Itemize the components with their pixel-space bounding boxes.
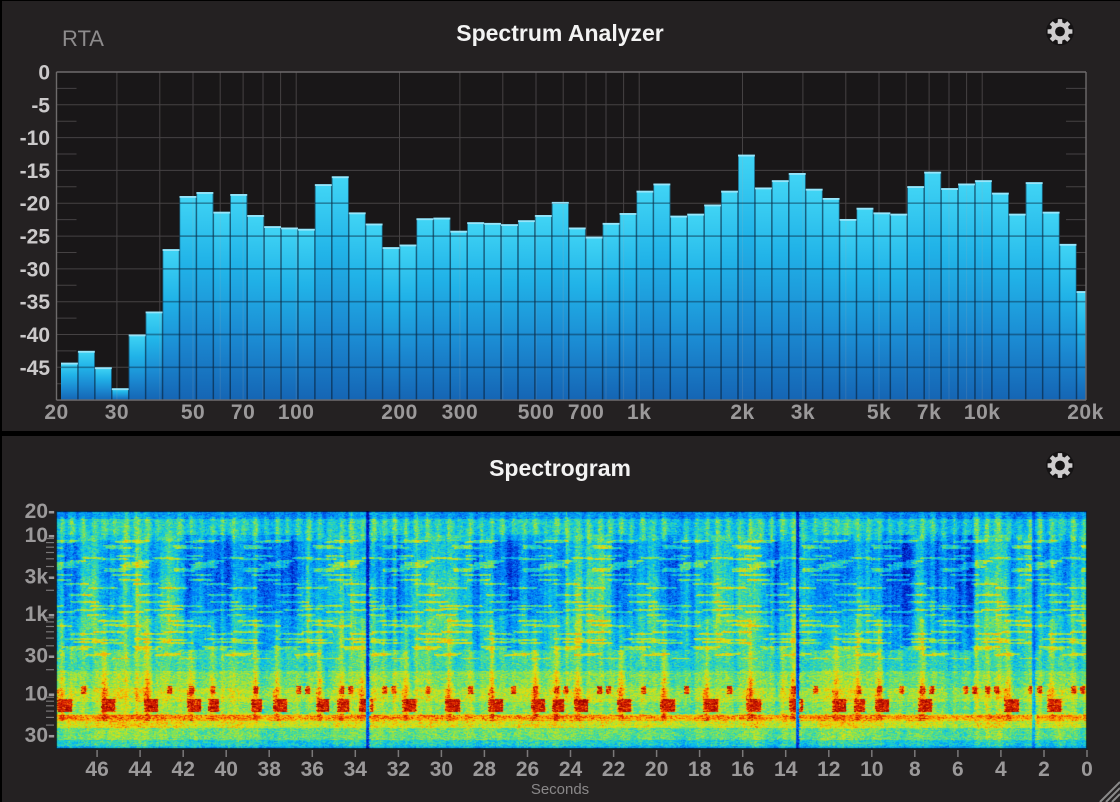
svg-text:-5: -5: [31, 94, 50, 117]
svg-text:20k: 20k: [1067, 401, 1104, 424]
svg-text:36: 36: [301, 758, 324, 781]
svg-text:Seconds: Seconds: [531, 781, 589, 798]
svg-text:0: 0: [38, 62, 50, 85]
svg-text:70: 70: [231, 401, 255, 424]
svg-text:RTA: RTA: [62, 26, 104, 51]
svg-text:30-: 30-: [25, 724, 55, 747]
svg-text:-15: -15: [20, 160, 51, 183]
svg-text:8: 8: [909, 758, 921, 781]
svg-text:700: 700: [568, 401, 605, 424]
svg-text:30: 30: [430, 758, 453, 781]
svg-text:24: 24: [559, 758, 583, 781]
svg-text:20: 20: [645, 758, 668, 781]
svg-text:20: 20: [44, 401, 68, 424]
svg-text:10-: 10-: [25, 683, 55, 706]
svg-text:300: 300: [442, 401, 479, 424]
svg-text:44: 44: [128, 758, 152, 781]
svg-text:42: 42: [172, 758, 195, 781]
svg-text:20-: 20-: [25, 500, 55, 523]
svg-text:40: 40: [215, 758, 238, 781]
svg-text:-30: -30: [20, 258, 50, 281]
svg-text:50: 50: [181, 401, 205, 424]
svg-text:10k: 10k: [964, 401, 1001, 424]
svg-text:500: 500: [518, 401, 555, 424]
svg-text:200: 200: [381, 401, 418, 424]
svg-text:3k-: 3k-: [25, 565, 55, 588]
svg-text:Spectrum Analyzer: Spectrum Analyzer: [456, 20, 664, 46]
svg-text:-10: -10: [20, 127, 50, 150]
svg-text:10-: 10-: [25, 524, 55, 547]
svg-text:18: 18: [688, 758, 712, 781]
svg-text:30-: 30-: [25, 645, 55, 668]
svg-text:6: 6: [952, 758, 964, 781]
svg-text:34: 34: [344, 758, 368, 781]
svg-text:28: 28: [473, 758, 497, 781]
svg-text:12: 12: [817, 758, 840, 781]
svg-text:-40: -40: [20, 324, 50, 347]
svg-text:5k: 5k: [867, 401, 891, 424]
svg-text:26: 26: [516, 758, 539, 781]
svg-text:3k: 3k: [791, 401, 815, 424]
svg-text:1k: 1k: [627, 401, 651, 424]
svg-text:2: 2: [1038, 758, 1050, 781]
svg-text:32: 32: [387, 758, 410, 781]
svg-text:14: 14: [774, 758, 798, 781]
svg-text:-35: -35: [20, 291, 51, 314]
svg-text:-25: -25: [20, 226, 51, 249]
svg-text:4: 4: [995, 758, 1007, 781]
svg-text:2k: 2k: [730, 401, 754, 424]
svg-text:100: 100: [278, 401, 315, 424]
svg-text:0: 0: [1081, 758, 1093, 781]
svg-text:46: 46: [85, 758, 108, 781]
svg-text:38: 38: [258, 758, 282, 781]
svg-text:10: 10: [860, 758, 883, 781]
svg-text:-20: -20: [20, 193, 50, 216]
svg-text:7k: 7k: [917, 401, 941, 424]
svg-text:Spectrogram: Spectrogram: [489, 455, 631, 481]
svg-text:16: 16: [731, 758, 754, 781]
svg-text:30: 30: [105, 401, 129, 424]
svg-text:-45: -45: [20, 357, 51, 380]
svg-text:22: 22: [602, 758, 625, 781]
svg-text:1k-: 1k-: [25, 603, 55, 626]
